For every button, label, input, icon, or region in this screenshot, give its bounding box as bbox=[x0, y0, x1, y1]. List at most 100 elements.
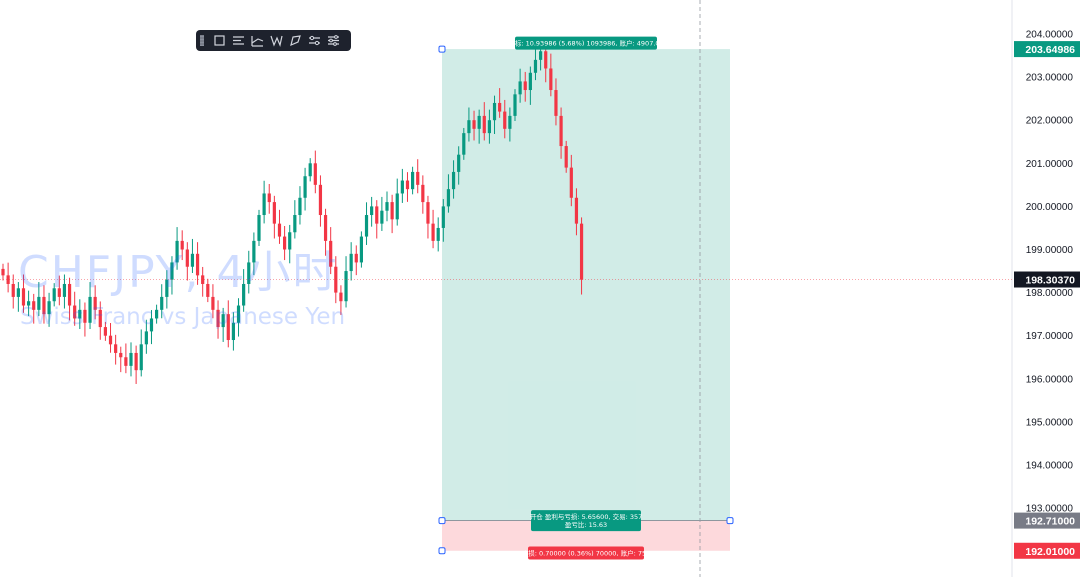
candle bbox=[421, 175, 425, 214]
current-price-box[interactable]: 198.30370 bbox=[1014, 271, 1080, 288]
name-watermark: Swiss Franc vs Japanese Yen bbox=[20, 304, 346, 330]
candle bbox=[67, 277, 72, 321]
stop-price-box[interactable]: 192.01000 bbox=[1014, 542, 1080, 559]
candle-body bbox=[400, 180, 404, 194]
candle-body bbox=[364, 215, 369, 237]
entry-right-handle[interactable] bbox=[726, 517, 734, 525]
candle bbox=[221, 307, 225, 342]
candle bbox=[416, 159, 420, 194]
candle bbox=[242, 269, 246, 312]
candle bbox=[554, 78, 558, 126]
candle bbox=[6, 262, 10, 293]
candle bbox=[308, 158, 312, 182]
candle bbox=[487, 109, 491, 144]
candle bbox=[211, 284, 215, 319]
candle bbox=[267, 183, 271, 214]
toolbar-grip-handle[interactable] bbox=[200, 35, 204, 46]
candle-body bbox=[354, 253, 358, 263]
entry-price-box[interactable]: 192.71000 bbox=[1014, 512, 1080, 529]
entry-price-box-text: 192.71000 bbox=[1025, 516, 1075, 528]
candle bbox=[155, 304, 159, 324]
candle bbox=[252, 232, 256, 276]
candle bbox=[579, 217, 584, 295]
candle-body bbox=[134, 352, 138, 371]
candle bbox=[16, 282, 20, 312]
candle bbox=[395, 178, 399, 226]
candle bbox=[467, 107, 471, 142]
candle-body bbox=[37, 296, 41, 310]
candle-body bbox=[88, 296, 92, 323]
candle-body bbox=[298, 197, 302, 216]
candle bbox=[124, 343, 128, 374]
candle-body bbox=[247, 262, 251, 284]
candle bbox=[533, 46, 538, 81]
drawing-toolbar[interactable] bbox=[196, 30, 351, 51]
candle bbox=[119, 346, 123, 373]
candle-body bbox=[108, 335, 113, 345]
candle-body bbox=[313, 163, 317, 185]
candle-body bbox=[242, 283, 246, 306]
candle-body bbox=[73, 305, 77, 319]
price-axis[interactable]: 204.00000 203.00000 202.00000 201.00000 200.… bbox=[1014, 30, 1080, 559]
target-label-line: 目标: 10.93986 (5.68%) 1093986, 账户: 4907.0… bbox=[508, 39, 663, 48]
more-sliders-icon[interactable] bbox=[324, 31, 343, 50]
target-handle[interactable] bbox=[438, 45, 446, 53]
target-price-box[interactable]: 203.64986 bbox=[1014, 41, 1080, 58]
price-tick-label: 202.00000 bbox=[1026, 116, 1074, 127]
candle-body bbox=[513, 94, 517, 116]
polygon-icon[interactable] bbox=[286, 31, 305, 50]
candle-body bbox=[492, 102, 497, 121]
candle-body bbox=[114, 344, 118, 353]
candle-body bbox=[339, 292, 343, 302]
candle-body bbox=[477, 115, 481, 129]
candle-body bbox=[498, 102, 502, 112]
candle bbox=[354, 245, 358, 276]
candle bbox=[559, 107, 563, 159]
candle bbox=[508, 107, 512, 142]
candle bbox=[313, 150, 317, 194]
candle-body bbox=[508, 115, 512, 129]
candle bbox=[21, 274, 26, 313]
trend-icon[interactable] bbox=[248, 31, 267, 50]
candle bbox=[108, 322, 113, 353]
candle bbox=[129, 342, 133, 377]
candle-body bbox=[231, 322, 235, 341]
candle bbox=[78, 299, 82, 330]
sliders-icon[interactable] bbox=[305, 31, 324, 50]
candle bbox=[344, 256, 348, 308]
target-label: 目标: 10.93986 (5.68%) 1093986, 账户: 4907.0… bbox=[508, 36, 664, 50]
candle-body bbox=[57, 288, 61, 297]
candle bbox=[247, 250, 251, 294]
candle bbox=[334, 256, 338, 304]
candle bbox=[226, 300, 230, 348]
candle-body bbox=[329, 240, 333, 267]
candle bbox=[88, 282, 92, 330]
candle bbox=[185, 242, 189, 281]
candle-body bbox=[405, 180, 410, 190]
candle bbox=[390, 194, 394, 234]
candle bbox=[201, 266, 205, 297]
candle-body bbox=[544, 51, 548, 69]
candle bbox=[385, 191, 389, 222]
candle-body bbox=[226, 314, 230, 341]
xabcd-icon[interactable] bbox=[267, 31, 286, 50]
candle bbox=[57, 275, 61, 306]
candle-body bbox=[144, 331, 148, 345]
candle-body bbox=[175, 240, 179, 263]
candle bbox=[298, 186, 302, 225]
candle bbox=[103, 321, 107, 341]
stop-handle[interactable] bbox=[438, 547, 446, 555]
candle-body bbox=[457, 154, 461, 172]
candle-body bbox=[139, 344, 143, 371]
candle bbox=[303, 167, 307, 211]
align-icon[interactable] bbox=[229, 31, 248, 50]
candle-body bbox=[6, 275, 10, 284]
candle-body bbox=[47, 301, 51, 315]
candle bbox=[98, 301, 102, 340]
candle-body bbox=[62, 283, 67, 297]
candle-body bbox=[272, 202, 276, 224]
candle-body bbox=[395, 193, 399, 220]
square-icon[interactable] bbox=[210, 31, 229, 50]
entry-left-handle[interactable] bbox=[438, 517, 446, 525]
